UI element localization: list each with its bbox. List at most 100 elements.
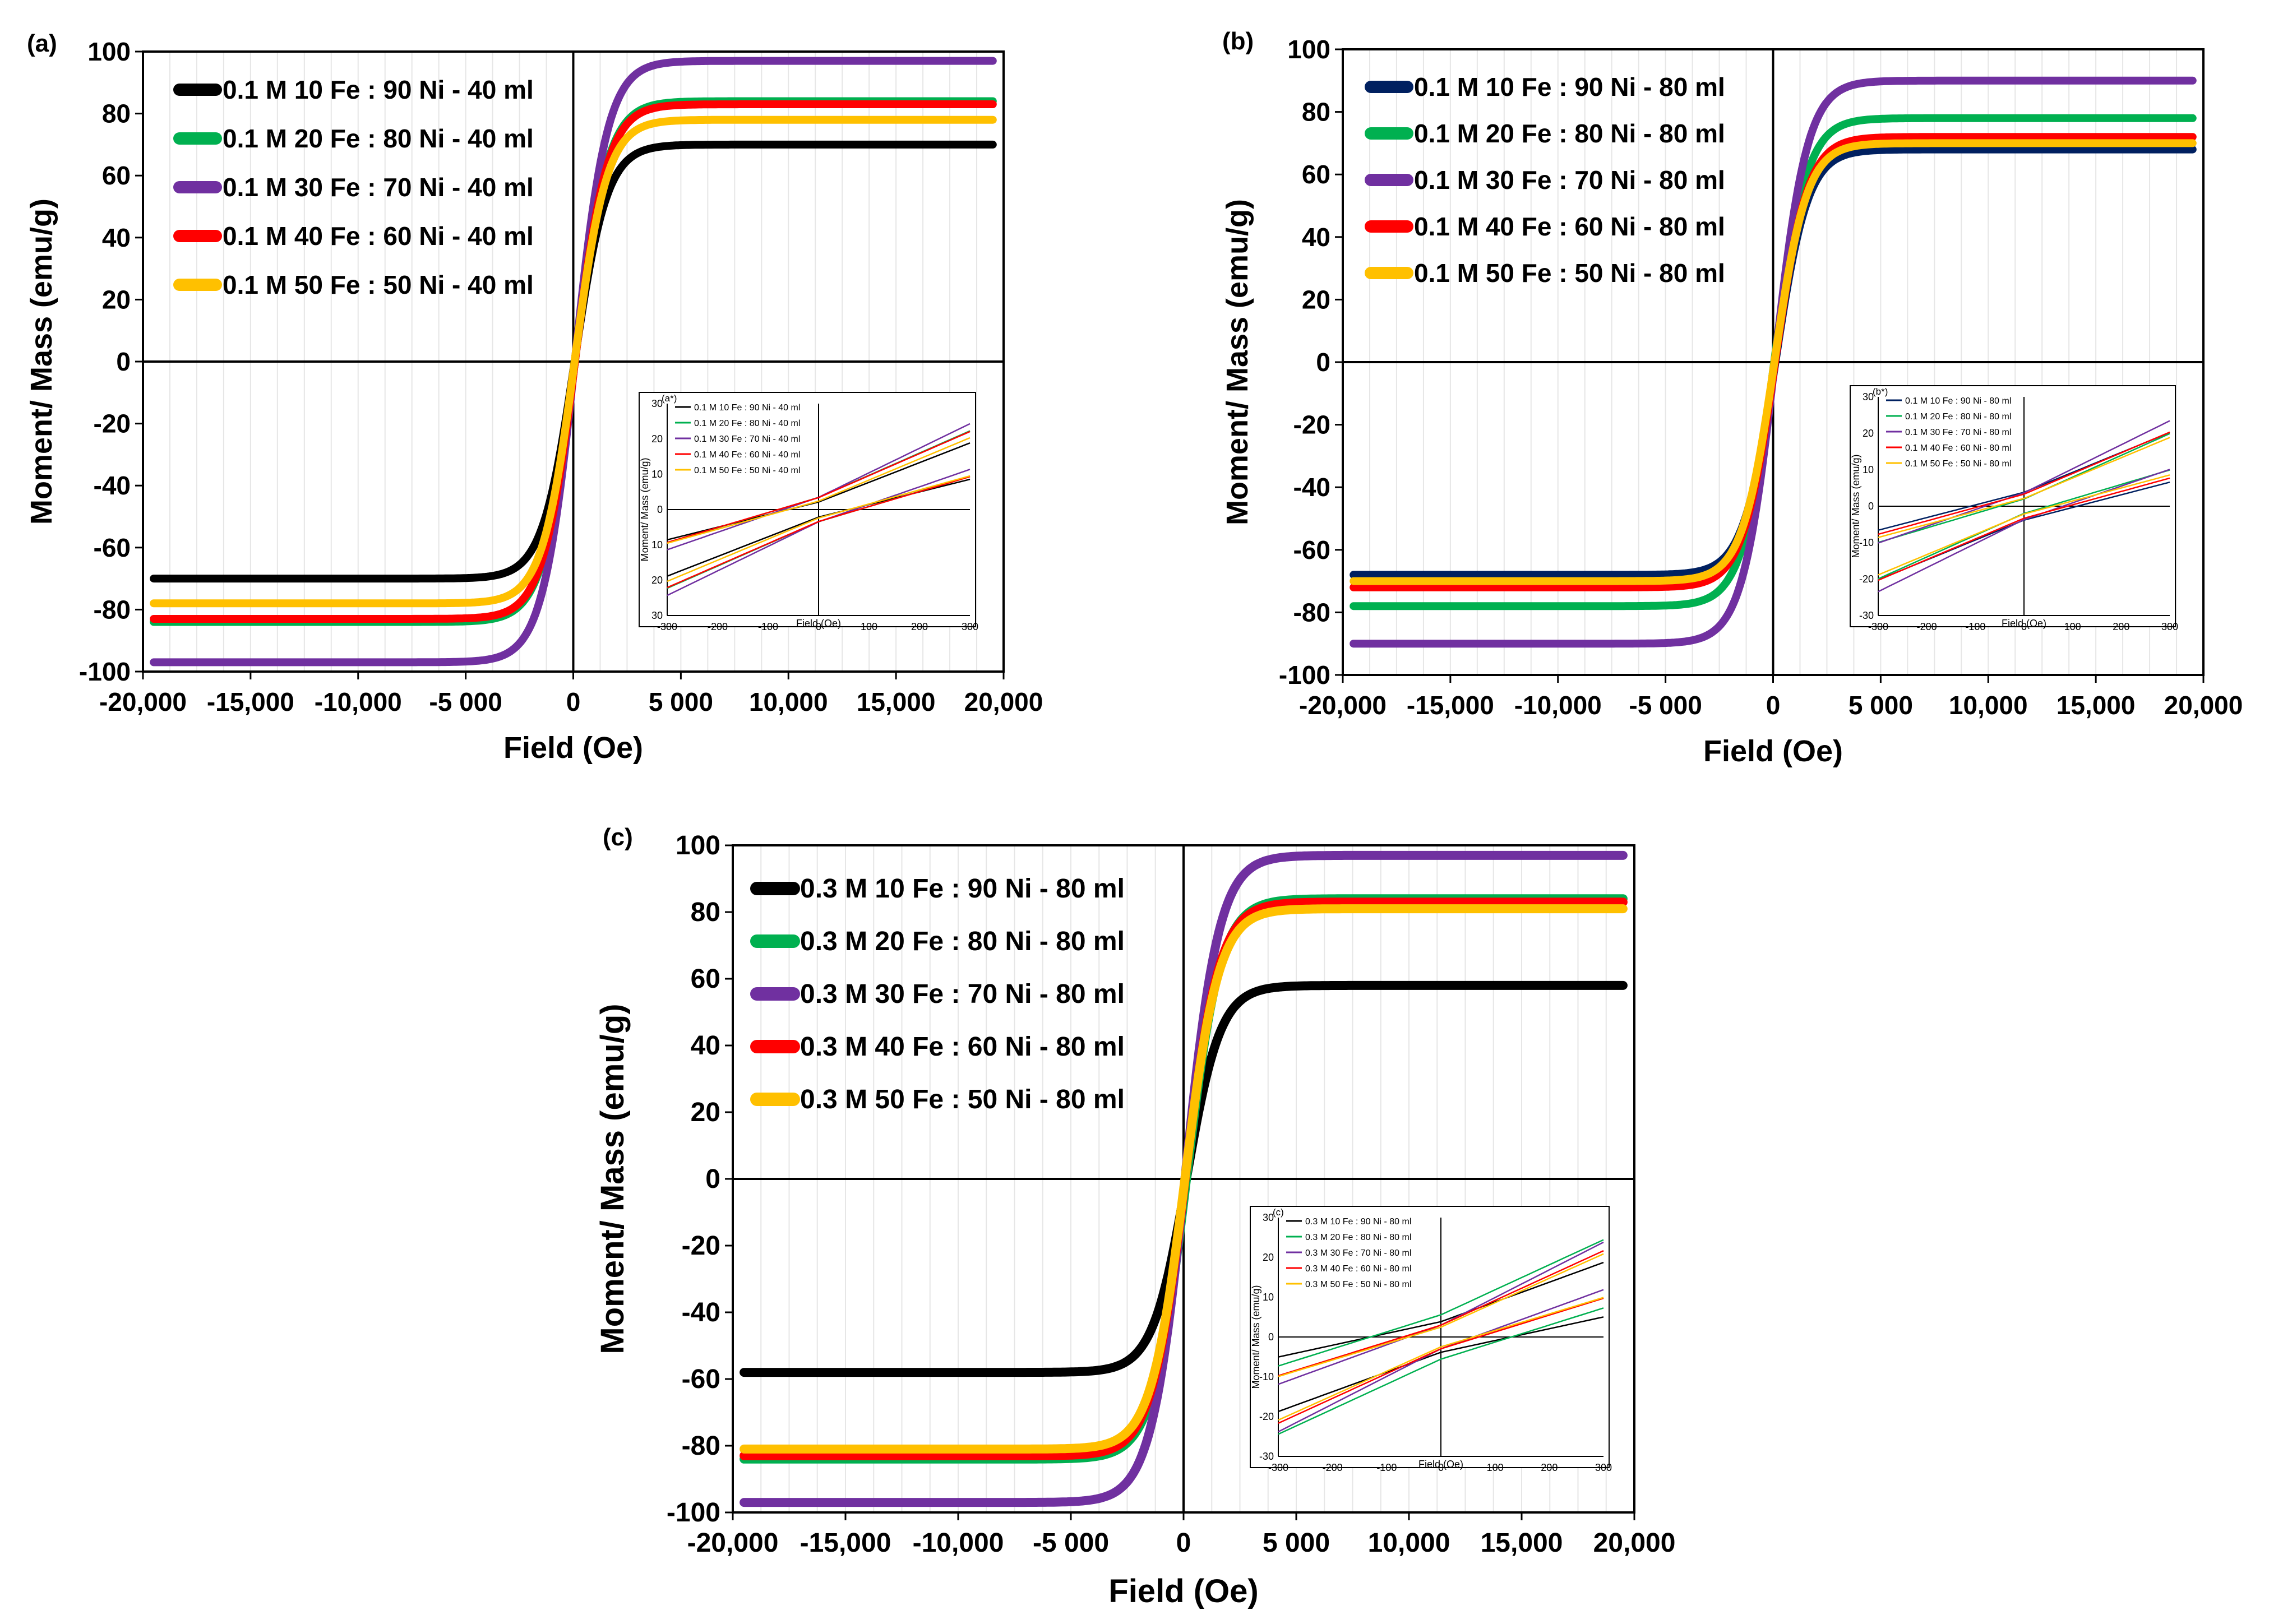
legend-label: 0.3 M 20 Fe : 80 Ni - 80 ml: [800, 927, 1125, 956]
inset-x-tick-label: 100: [861, 621, 877, 632]
legend-label: 0.1 M 30 Fe : 70 Ni - 40 ml: [223, 173, 534, 202]
x-tick-label: -5 000: [429, 687, 502, 716]
legend-label: 0.3 M 30 Fe : 70 Ni - 80 ml: [800, 979, 1125, 1009]
inset-series-lower-5: [1878, 474, 2170, 576]
legend-label: 0.3 M 40 Fe : 60 Ni - 80 ml: [800, 1032, 1125, 1062]
inset-x-tick-label: -300: [657, 621, 677, 632]
x-tick-label: 20,000: [964, 687, 1043, 716]
y-tick-label: 80: [691, 897, 720, 927]
x-tick-label: 15,000: [857, 687, 936, 716]
legend-label: 0.1 M 20 Fe : 80 Ni - 40 ml: [223, 124, 534, 153]
legend-label: 0.1 M 30 Fe : 70 Ni - 80 ml: [1414, 165, 1725, 195]
y-tick-label: 40: [1302, 223, 1330, 252]
inset-series-upper-5: [1878, 437, 2170, 538]
y-tick-label: 20: [691, 1098, 720, 1127]
inset-series-upper-2: [1278, 1239, 1604, 1367]
x-tick-label: -5 000: [1629, 691, 1702, 720]
y-tick-label: -100: [1279, 660, 1330, 690]
y-tick-label: 80: [102, 99, 131, 128]
inset-legend-label: 0.1 M 30 Fe : 70 Ni - 40 ml: [694, 434, 800, 444]
inset-y-tick-label: -10: [1859, 537, 1874, 548]
x-tick-label: -15,000: [800, 1528, 891, 1558]
inset-legend-label: 0.1 M 50 Fe : 50 Ni - 80 ml: [1905, 459, 2011, 469]
inset-legend-label: 0.1 M 10 Fe : 90 Ni - 40 ml: [694, 403, 800, 413]
y-axis-title: Moment/ Mass (emu/g): [594, 1003, 631, 1354]
inset-legend-label: 0.1 M 40 Fe : 60 Ni - 80 ml: [1905, 443, 2011, 453]
y-tick-label: 100: [676, 831, 720, 860]
inset-y-tick-label: 30: [651, 610, 663, 621]
inset-series-upper-5: [1278, 1253, 1604, 1377]
inset-series-upper-1: [1278, 1261, 1604, 1358]
inset-y-tick-label: -10: [1259, 1371, 1274, 1382]
y-tick-label: 100: [1287, 35, 1330, 64]
inset-legend-label: 0.3 M 30 Fe : 70 Ni - 80 ml: [1305, 1248, 1411, 1258]
legend-label: 0.1 M 40 Fe : 60 Ni - 80 ml: [1414, 212, 1725, 241]
inset-y-tick-label: 10: [651, 469, 663, 480]
inset-y-tick-label: -20: [1259, 1411, 1274, 1422]
y-tick-label: 60: [691, 964, 720, 994]
y-axis-title: Moment/ Mass (emu/g): [1221, 199, 1254, 525]
inset-series-upper-4: [667, 431, 971, 543]
inset-x-title: Field (Oe): [2002, 618, 2046, 629]
x-tick-label: -10,000: [913, 1528, 1004, 1558]
inset-y-tick-label: -30: [1859, 610, 1874, 621]
inset-legend-label: 0.3 M 10 Fe : 90 Ni - 80 ml: [1305, 1217, 1411, 1227]
y-tick-label: -60: [682, 1364, 720, 1394]
inset-series-upper-5: [667, 437, 971, 544]
panel-label: (b): [1222, 27, 1254, 55]
y-tick-label: -80: [682, 1431, 720, 1461]
inset-y-tick-label: 0: [657, 504, 663, 515]
x-tick-label: 0: [1766, 691, 1781, 720]
y-tick-label: -60: [94, 533, 131, 562]
x-tick-label: 10,000: [749, 687, 828, 716]
series-line-5: [1350, 139, 2197, 585]
x-axis-title: Field (Oe): [1703, 734, 1843, 768]
inset-x-tick-label: 300: [2161, 621, 2178, 632]
inset-x-tick-label: 100: [1487, 1462, 1504, 1473]
inset-legend-label: 0.1 M 30 Fe : 70 Ni - 80 ml: [1905, 428, 2011, 437]
x-tick-label: -15,000: [207, 687, 294, 716]
x-tick-label: -20,000: [687, 1528, 779, 1558]
inset-y-tick-label: 0: [1268, 1331, 1274, 1343]
x-tick-label: 5 000: [1263, 1528, 1330, 1558]
inset-x-title: Field (Oe): [1418, 1459, 1463, 1470]
inset-label: (a*): [662, 393, 677, 404]
x-tick-label: 0: [566, 687, 581, 716]
inset-y-tick-label: 10: [1863, 464, 1874, 475]
inset-y-tick-label: 20: [1263, 1252, 1274, 1263]
inset-legend-label: 0.1 M 10 Fe : 90 Ni - 80 ml: [1905, 396, 2011, 406]
inset-y-tick-label: 30: [651, 398, 663, 409]
inset-x-tick-label: 300: [1595, 1462, 1612, 1473]
y-tick-label: -20: [94, 409, 131, 438]
inset-x-tick-label: -100: [1376, 1462, 1397, 1473]
legend-label: 0.3 M 10 Fe : 90 Ni - 80 ml: [800, 874, 1125, 904]
inset-legend-label: 0.3 M 40 Fe : 60 Ni - 80 ml: [1305, 1264, 1411, 1274]
x-tick-label: -10,000: [1514, 691, 1602, 720]
inset-series-upper-3: [1878, 420, 2170, 544]
inset-y-tick-label: 30: [1263, 1212, 1274, 1223]
x-tick-label: 15,000: [1481, 1528, 1563, 1558]
inset-series-upper-4: [1878, 431, 2170, 535]
inset-x-tick-label: -100: [758, 621, 778, 632]
x-tick-label: 15,000: [2057, 691, 2136, 720]
panel-label: (c): [603, 823, 633, 851]
x-tick-label: 5 000: [649, 687, 713, 716]
inset-chart: -300 -200 -100 0 100 200 3003020100-10-20-30Fi…: [1850, 385, 2178, 632]
inset-label: (b*): [1873, 386, 1888, 397]
x-tick-label: -20,000: [1299, 691, 1387, 720]
legend-label: 0.1 M 20 Fe : 80 Ni - 80 ml: [1414, 119, 1725, 148]
x-tick-label: -10,000: [315, 687, 402, 716]
y-tick-label: 0: [116, 347, 131, 376]
y-tick-label: 0: [705, 1164, 720, 1194]
inset-y-tick-label: 10: [1263, 1292, 1274, 1303]
inset-y-tick-label: 20: [651, 433, 663, 445]
inset-x-tick-label: -200: [1323, 1462, 1343, 1473]
inset-legend-label: 0.1 M 40 Fe : 60 Ni - 40 ml: [694, 450, 800, 460]
y-tick-label: 0: [1316, 348, 1330, 377]
inset-series-lower-2: [1278, 1307, 1604, 1435]
x-tick-label: 10,000: [1368, 1528, 1450, 1558]
y-tick-label: 80: [1302, 98, 1330, 127]
inset-y-tick-label: 20: [1863, 428, 1874, 439]
